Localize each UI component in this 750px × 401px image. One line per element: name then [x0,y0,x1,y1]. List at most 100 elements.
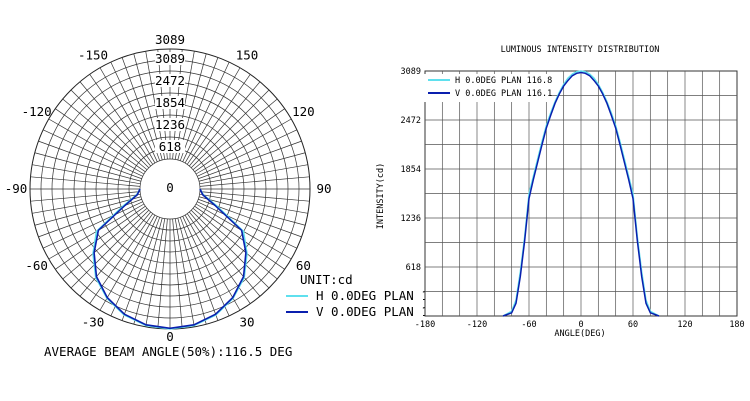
polar-series-v [93,188,247,330]
polar-spoke [186,213,251,304]
polar-spoke [199,193,308,214]
polar-legend-label-v: V 0.0DEG PLAN 116.1 [316,304,459,319]
polar-spoke [197,129,298,177]
polar-angle-label: -90 [5,181,28,196]
polar-footer: AVERAGE BEAM ANGLE(50%):116.5 DEG [44,344,292,359]
polar-spoke [121,217,161,321]
polar-spoke [55,205,146,270]
cartesian-legend: H 0.0DEG PLAN 116.8 V 0.0DEG PLAN 116.1 [424,74,552,102]
polar-spoke [189,211,261,297]
polar-angle-label: -120 [22,104,52,119]
polar-spoke [32,193,141,214]
polar-spoke [62,208,148,280]
cartesian-x-tick: 0 [578,320,583,330]
polar-spoke [89,74,154,165]
polar-labels: 618 1236 1854 2472 3089 0 30 -30 60 -60 90 -90 120 -1… [5,32,332,344]
polar-spoke [198,140,302,180]
polar-radial-tick: 3089 [155,51,185,66]
cartesian-chart: LUMINOUS INTENSITY DISTRIBUTION -180 -120… [376,45,745,339]
cartesian-y-tick: 1236 [401,214,421,224]
polar-radial-tick: 1854 [155,95,185,110]
polar-spoke [121,57,161,161]
polar-spoke [110,216,158,317]
polar-spoke [48,118,145,175]
polar-spoke [34,196,142,226]
polar-spoke [42,129,143,177]
polar-spoke [199,176,310,187]
polar-spoke [42,201,143,249]
polar-radial-tick: 1236 [155,117,185,132]
polar-center-label: 0 [166,180,174,195]
polar-spoke [195,118,292,175]
polar-spoke [110,61,158,162]
polar-spoke [157,218,168,329]
cartesian-x-tick: 180 [729,320,744,330]
polar-spoke [194,205,285,270]
polar-spoke [190,89,270,169]
polar-spoke [89,213,154,304]
polar-angle-label: -30 [82,314,105,329]
polar-radial-tick: 2472 [155,73,185,88]
polar-spoke [192,98,278,170]
polar-spoke [70,89,150,169]
polar-angle-label: 90 [316,181,331,196]
polar-spoke [32,164,141,185]
polar-spoke [70,209,150,289]
polar-spoke [199,164,308,185]
cartesian-grid [424,70,738,317]
polar-spoke [34,152,142,182]
polar-spoke [62,98,148,170]
polar-spoke [199,191,310,202]
polar-angle-label: 30 [239,314,254,329]
polar-spoke [174,218,195,327]
polar-legend-label-h: H 0.0DEG PLAN 116.8 [316,288,459,303]
cartesian-series-h [502,70,660,317]
polar-spoke [182,216,230,317]
polar-angle-label: 150 [236,48,259,63]
polar-chart: 618 1236 1854 2472 3089 0 30 -30 60 -60 90 -90 120 -1… [5,32,459,359]
polar-angle-label: 60 [296,258,311,273]
polar-spoke [184,67,241,164]
polar-spoke [30,176,141,187]
polar-spoke [190,209,270,289]
polar-spoke [99,67,156,164]
polar-spoke [79,81,151,167]
polar-spoke [145,218,166,327]
polar-spoke [30,191,141,202]
polar-spoke [133,217,163,325]
polar-angle-label: 0 [166,329,174,344]
polar-spoke [186,74,251,165]
cartesian-x-tick: 120 [677,320,692,330]
polar-spoke [79,211,151,297]
polar-unit-label: UNIT:cd [300,272,353,287]
polar-radial-tick-bg [155,139,185,153]
polar-spoke [194,108,285,173]
cartesian-title: LUMINOUS INTENSITY DISTRIBUTION [501,45,660,55]
polar-angle-label: -60 [25,258,48,273]
cartesian-x-tick: -180 [415,320,435,330]
cartesian-legend-label-h: H 0.0DEG PLAN 116.8 [455,76,552,86]
cartesian-series [502,70,660,317]
polar-spoke [177,217,207,325]
cartesian-y-tick: 2472 [401,116,421,126]
polar-spoke [179,57,219,161]
cartesian-x-label: ANGLE(DEG) [554,329,605,339]
polar-spoke [184,214,241,311]
polar-spoke [179,217,219,321]
polar-spoke [38,140,142,180]
polar-spoke [99,214,156,311]
cartesian-y-tick: 1854 [401,165,421,175]
cartesian-x-tick: -120 [467,320,487,330]
cartesian-y-tick: 3089 [401,67,421,77]
polar-angle-label: -150 [78,48,108,63]
polar-spoke [198,152,306,182]
polar-spoke [189,81,261,167]
polar-radial-tick-bg [155,117,185,131]
polar-series [92,188,248,330]
cartesian-y-tick: 618 [406,263,421,273]
polar-legend-box [282,288,402,320]
cartesian-legend-label-v: V 0.0DEG PLAN 116.1 [455,89,552,99]
polar-spoke [55,108,146,173]
polar-spoke [192,208,278,280]
